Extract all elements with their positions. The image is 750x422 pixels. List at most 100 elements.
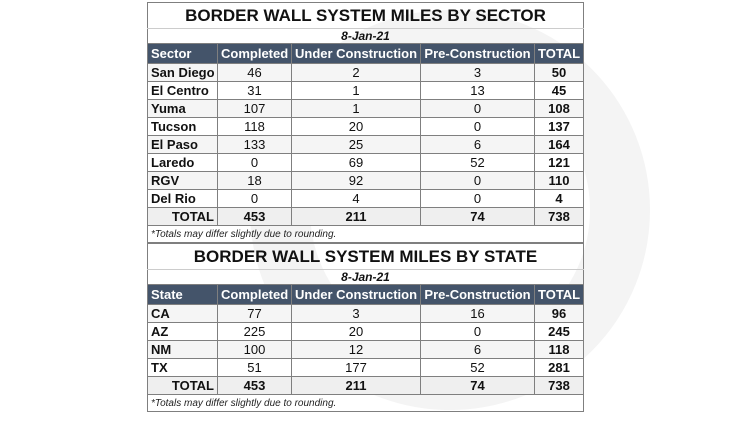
table-cell: 92 xyxy=(291,171,421,190)
row-label: NM xyxy=(147,340,218,359)
total-label: TOTAL xyxy=(147,207,218,226)
total-cell: 453 xyxy=(217,376,292,395)
table-cell: 52 xyxy=(420,358,535,377)
table-row: El Paso 133 25 6 164 xyxy=(147,135,585,154)
column-header: Completed xyxy=(217,43,292,64)
table-cell: 225 xyxy=(217,322,292,341)
table-cell: 16 xyxy=(420,304,535,323)
column-header: State xyxy=(147,284,218,305)
row-label: RGV xyxy=(147,171,218,190)
table-cell: 6 xyxy=(420,135,535,154)
table-title: BORDER WALL SYSTEM MILES BY STATE xyxy=(146,243,585,270)
table-cell: 18 xyxy=(217,171,292,190)
table-cell: 20 xyxy=(291,322,421,341)
total-row: TOTAL 453 211 74 738 xyxy=(147,376,585,395)
table-cell: 0 xyxy=(420,117,535,136)
table-cell: 100 xyxy=(217,340,292,359)
table-cell: 0 xyxy=(420,322,535,341)
column-header: Pre-Construction xyxy=(420,43,535,64)
table-cell: 164 xyxy=(533,135,585,154)
row-label: TX xyxy=(147,358,218,377)
table-cell: 133 xyxy=(217,135,292,154)
table-row: TX 51 177 52 281 xyxy=(147,358,585,377)
total-cell: 211 xyxy=(291,376,421,395)
table-cell: 121 xyxy=(533,153,585,172)
row-label: El Centro xyxy=(147,81,218,100)
total-cell: 74 xyxy=(420,207,535,226)
row-label: San Diego xyxy=(147,63,218,82)
table-row: El Centro 31 1 13 45 xyxy=(147,81,585,100)
table-cell: 281 xyxy=(533,358,585,377)
table-row: Tucson 118 20 0 137 xyxy=(147,117,585,136)
column-header: Completed xyxy=(217,284,292,305)
table-cell: 108 xyxy=(533,99,585,118)
row-label: AZ xyxy=(147,322,218,341)
table-cell: 25 xyxy=(291,135,421,154)
column-header: Under Construction xyxy=(291,284,421,305)
sector-table: BORDER WALL SYSTEM MILES BY SECTOR 8-Jan-… xyxy=(146,2,585,243)
table-cell: 45 xyxy=(533,81,585,100)
total-cell: 211 xyxy=(291,207,421,226)
table-title: BORDER WALL SYSTEM MILES BY SECTOR xyxy=(146,2,585,29)
table-cell: 0 xyxy=(420,189,535,208)
row-label: CA xyxy=(147,304,218,323)
table-row: NM 100 12 6 118 xyxy=(147,340,585,359)
table-cell: 0 xyxy=(217,189,292,208)
row-label: Tucson xyxy=(147,117,218,136)
table-cell: 69 xyxy=(291,153,421,172)
row-label: Del Rio xyxy=(147,189,218,208)
row-label: El Paso xyxy=(147,135,218,154)
table-cell: 6 xyxy=(420,340,535,359)
header-row: Sector Completed Under Construction Pre-Con… xyxy=(147,43,585,64)
date-row: 8-Jan-21 xyxy=(146,269,585,285)
table-cell: 77 xyxy=(217,304,292,323)
table-cell: 245 xyxy=(533,322,585,341)
table-cell: 51 xyxy=(217,358,292,377)
column-header: TOTAL xyxy=(533,284,585,305)
state-table: BORDER WALL SYSTEM MILES BY STATE 8-Jan-2… xyxy=(146,243,585,412)
total-row: TOTAL 453 211 74 738 xyxy=(147,207,585,226)
table-date: 8-Jan-21 xyxy=(146,28,585,44)
column-header: Pre-Construction xyxy=(420,284,535,305)
table-row: San Diego 46 2 3 50 xyxy=(147,63,585,82)
table-cell: 3 xyxy=(420,63,535,82)
row-label: Yuma xyxy=(147,99,218,118)
table-date: 8-Jan-21 xyxy=(146,269,585,285)
table-cell: 107 xyxy=(217,99,292,118)
table-cell: 118 xyxy=(533,340,585,359)
table-cell: 50 xyxy=(533,63,585,82)
total-cell: 738 xyxy=(533,376,585,395)
column-header: Under Construction xyxy=(291,43,421,64)
footnote-row: *Totals may differ slightly due to round… xyxy=(146,225,585,243)
table-cell: 1 xyxy=(291,99,421,118)
total-cell: 738 xyxy=(533,207,585,226)
table-cell: 52 xyxy=(420,153,535,172)
total-cell: 74 xyxy=(420,376,535,395)
table-row: AZ 225 20 0 245 xyxy=(147,322,585,341)
table-cell: 1 xyxy=(291,81,421,100)
table-cell: 20 xyxy=(291,117,421,136)
table-cell: 12 xyxy=(291,340,421,359)
date-row: 8-Jan-21 xyxy=(146,28,585,44)
table-title-row: BORDER WALL SYSTEM MILES BY SECTOR xyxy=(146,2,585,29)
table-cell: 46 xyxy=(217,63,292,82)
table-cell: 0 xyxy=(217,153,292,172)
table-cell: 0 xyxy=(420,171,535,190)
table-cell: 3 xyxy=(291,304,421,323)
table-cell: 0 xyxy=(420,99,535,118)
column-header: TOTAL xyxy=(533,43,585,64)
footnote: *Totals may differ slightly due to round… xyxy=(146,394,585,412)
spreadsheet: BORDER WALL SYSTEM MILES BY SECTOR 8-Jan-… xyxy=(146,2,585,412)
table-cell: 31 xyxy=(217,81,292,100)
table-row: CA 77 3 16 96 xyxy=(147,304,585,323)
table-row: Del Rio 0 4 0 4 xyxy=(147,189,585,208)
table-cell: 96 xyxy=(533,304,585,323)
table-cell: 137 xyxy=(533,117,585,136)
table-cell: 118 xyxy=(217,117,292,136)
table-row: Laredo 0 69 52 121 xyxy=(147,153,585,172)
column-header: Sector xyxy=(147,43,218,64)
table-cell: 4 xyxy=(291,189,421,208)
footnote-row: *Totals may differ slightly due to round… xyxy=(146,394,585,412)
total-label: TOTAL xyxy=(147,376,218,395)
table-cell: 110 xyxy=(533,171,585,190)
